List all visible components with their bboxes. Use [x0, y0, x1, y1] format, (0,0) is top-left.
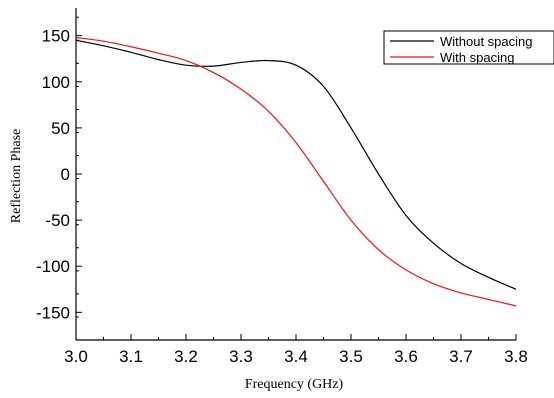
legend-label-with-spacing: With spacing — [440, 50, 514, 65]
series-layer — [75, 36, 517, 307]
y-tick-label: 0 — [61, 165, 70, 184]
legend-box — [383, 30, 554, 65]
x-tick-label: 3.3 — [229, 347, 253, 366]
y-tick-label: 100 — [42, 73, 70, 92]
x-tick-label: 3.7 — [449, 347, 473, 366]
x-tick-label: 3.2 — [174, 347, 198, 366]
x-ticks: 3.0 3.1 3.2 3.3 3.4 3.5 3.6 3.7 3.8 — [64, 334, 528, 366]
x-tick-label: 3.8 — [504, 347, 528, 366]
x-tick-label: 3.4 — [284, 347, 308, 366]
series-line-with-spacing — [75, 36, 517, 307]
series-line-without-spacing — [75, 39, 517, 290]
y-tick-label: -150 — [36, 303, 70, 322]
y-tick-label: 50 — [51, 119, 70, 138]
y-tick-label: -50 — [45, 211, 70, 230]
x-axis-title: Frequency (GHz) — [245, 377, 344, 392]
y-ticks: -150 -100 -50 0 50 100 150 — [36, 16, 82, 341]
y-tick-label: 150 — [42, 27, 70, 46]
y-axis-title: Reflection Phase — [9, 129, 24, 223]
x-tick-label: 3.1 — [119, 347, 143, 366]
y-tick-label: -100 — [36, 257, 70, 276]
legend-label-without-spacing: Without spacing — [440, 34, 533, 49]
x-tick-label: 3.5 — [339, 347, 363, 366]
x-tick-label: 3.0 — [64, 347, 88, 366]
x-tick-label: 3.6 — [394, 347, 418, 366]
legend: Without spacing With spacing — [383, 30, 554, 65]
